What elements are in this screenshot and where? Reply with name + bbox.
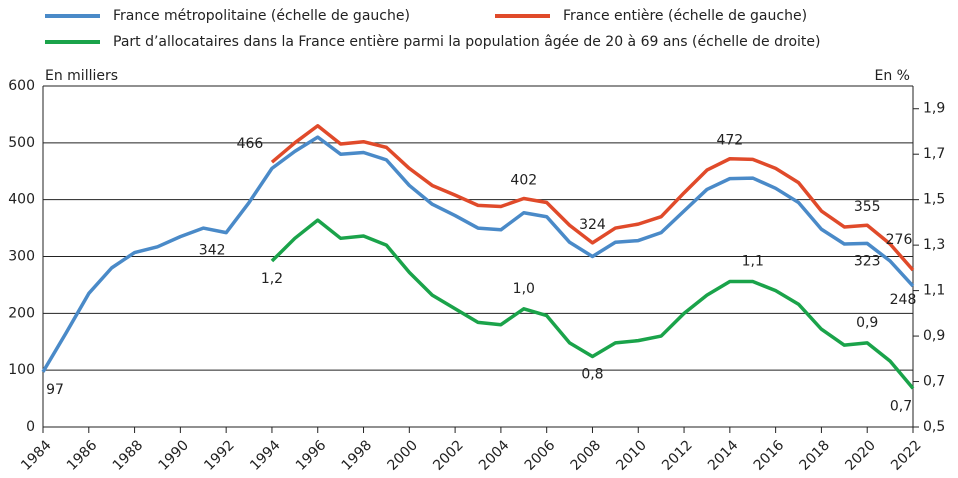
- x-tick-label: 2012: [659, 437, 696, 474]
- y-tick-label: 100: [8, 362, 35, 378]
- x-tick-label: 1986: [64, 437, 101, 474]
- y-tick-label: 300: [8, 249, 35, 265]
- y2-tick-label: 0,5: [923, 419, 945, 435]
- x-tick-label: 2010: [613, 437, 650, 474]
- x-tick-label: 1996: [293, 437, 330, 474]
- data-label: 1,0: [513, 281, 535, 297]
- y-tick-label: 400: [8, 192, 35, 208]
- data-label: 402: [510, 173, 537, 189]
- data-label: 323: [854, 253, 881, 269]
- x-tick-label: 1994: [247, 437, 284, 474]
- x-tick-label: 1988: [110, 437, 147, 474]
- data-label: 0,9: [856, 315, 878, 331]
- x-tick-label: 2000: [384, 437, 421, 474]
- x-tick-label: 2018: [797, 437, 834, 474]
- data-label: 324: [579, 217, 606, 233]
- data-label: 1,1: [742, 254, 764, 270]
- x-tick-label: 1998: [339, 437, 376, 474]
- x-tick-label: 1990: [156, 437, 193, 474]
- x-tick-label: 2022: [888, 437, 925, 474]
- x-tick-label: 1992: [201, 437, 238, 474]
- data-label: 0,7: [890, 398, 912, 414]
- y2-tick-label: 1,5: [923, 192, 945, 208]
- series-line: [270, 218, 915, 390]
- y-tick-label: 500: [8, 135, 35, 151]
- data-label: 355: [854, 199, 881, 215]
- data-label: 342: [199, 243, 226, 259]
- data-label: 97: [46, 382, 64, 398]
- y2-tick-label: 1,3: [923, 237, 945, 253]
- x-tick-label: 2004: [476, 437, 513, 474]
- data-label: 248: [890, 292, 917, 308]
- legend-label: France métropolitaine (échelle de gauche…: [113, 8, 410, 24]
- y-tick-label: 600: [8, 78, 35, 94]
- x-tick-label: 2016: [751, 437, 788, 474]
- data-label: 0,8: [581, 367, 603, 383]
- data-label: 1,2: [261, 271, 283, 287]
- data-label: 472: [716, 133, 743, 149]
- data-label: 466: [237, 136, 264, 152]
- y-tick-label: 200: [8, 305, 35, 321]
- y2-tick-label: 1,9: [923, 101, 945, 117]
- y-tick-label: 0: [26, 419, 35, 435]
- y-axis-label: En milliers: [45, 68, 118, 84]
- y2-axis-label: En %: [875, 68, 910, 84]
- y2-tick-label: 0,9: [923, 328, 945, 344]
- x-tick-label: 2002: [430, 437, 467, 474]
- series-line: [41, 135, 915, 373]
- x-tick-label: 2020: [842, 437, 879, 474]
- data-label: 276: [886, 232, 913, 248]
- y2-tick-label: 0,7: [923, 374, 945, 390]
- series-line: [270, 124, 915, 272]
- y2-tick-label: 1,7: [923, 146, 945, 162]
- x-tick-label: 2006: [522, 437, 559, 474]
- legend-label: Part d’allocataires dans la France entiè…: [113, 34, 820, 50]
- x-tick-label: 2014: [705, 437, 742, 474]
- x-tick-label: 1984: [18, 437, 55, 474]
- legend-label: France entière (échelle de gauche): [563, 8, 807, 24]
- y2-tick-label: 1,1: [923, 283, 945, 299]
- x-tick-label: 2008: [568, 437, 605, 474]
